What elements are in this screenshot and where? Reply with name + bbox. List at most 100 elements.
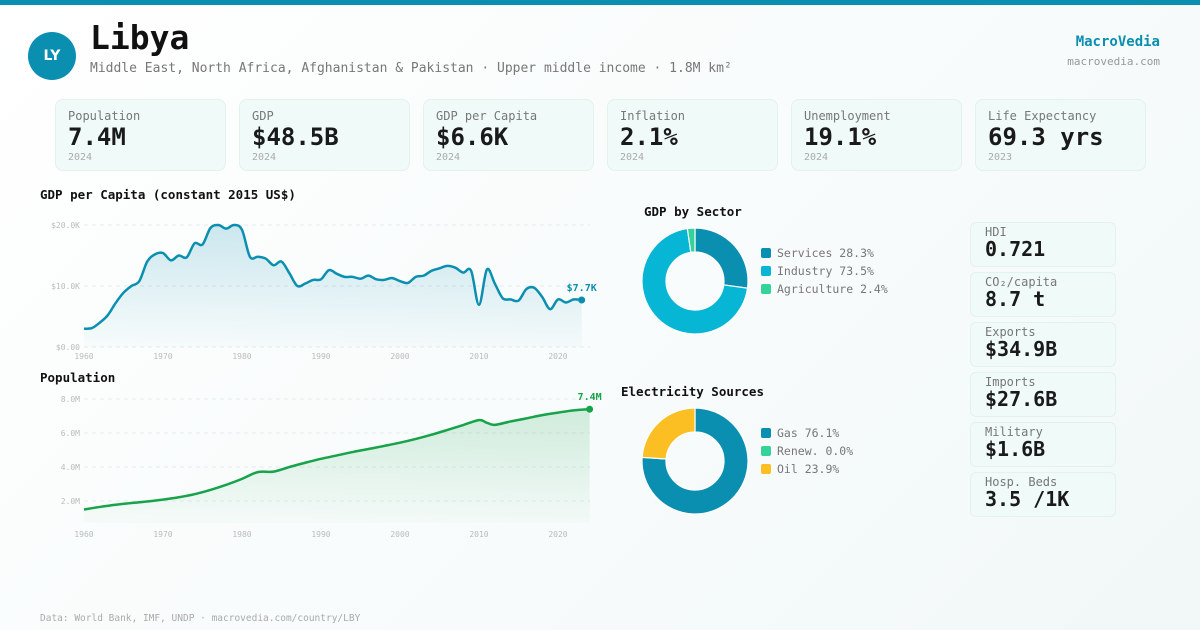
gdp-chart-title: GDP per Capita (constant 2015 US$) <box>40 187 296 202</box>
side-card-military: Military $1.6B <box>970 422 1116 467</box>
stat-label: GDP per Capita <box>436 109 538 123</box>
legend-item-services: Services 28.3% <box>761 244 888 262</box>
page-title: Libya <box>90 18 190 57</box>
stat-value: 69.3 yrs <box>988 123 1104 151</box>
footer-source: Data: World Bank, IMF, UNDP · macrovedia… <box>40 613 361 624</box>
brand-url[interactable]: macrovedia.com <box>1067 55 1160 68</box>
stat-value: 2.1% <box>620 123 678 151</box>
side-value: $1.6B <box>985 437 1046 461</box>
y-tick-label: 8.0M <box>61 395 80 404</box>
x-tick-label: 1980 <box>232 352 251 361</box>
stat-year: 2024 <box>620 152 645 163</box>
country-avatar: LY <box>28 32 76 80</box>
legend-swatch <box>761 428 771 438</box>
side-value: 3.5 /1K <box>985 487 1070 511</box>
x-tick-label: 2020 <box>548 352 567 361</box>
y-tick-label: $20.0K <box>51 221 80 230</box>
side-label: Exports <box>985 325 1036 339</box>
legend-text: Oil 23.9% <box>777 462 840 476</box>
stat-card-inflation: Inflation 2.1% 2024 <box>607 99 778 171</box>
legend-swatch <box>761 446 771 456</box>
legend-item-agriculture: Agriculture 2.4% <box>761 280 888 298</box>
stat-label: Life Expectancy <box>988 109 1097 123</box>
y-tick-label: 4.0M <box>61 463 80 472</box>
slice-services <box>694 227 749 289</box>
stat-card-population: Population 7.4M 2024 <box>55 99 226 171</box>
x-tick-label: 2000 <box>390 530 409 539</box>
stat-value: 19.1% <box>804 123 877 151</box>
side-label: Military <box>985 425 1043 439</box>
side-label: CO₂/capita <box>985 275 1058 289</box>
x-tick-label: 2010 <box>469 352 488 361</box>
side-card-hdi: HDI 0.721 <box>970 222 1116 267</box>
legend-item-industry: Industry 73.5% <box>761 262 888 280</box>
side-label: Hosp. Beds <box>985 475 1058 489</box>
side-label: Imports <box>985 375 1036 389</box>
side-value: $27.6B <box>985 387 1058 411</box>
x-tick-label: 1960 <box>74 530 93 539</box>
legend-swatch <box>761 248 771 258</box>
y-tick-label: 6.0M <box>61 429 80 438</box>
series-area <box>84 409 590 523</box>
series-area <box>84 224 582 347</box>
stat-value: $48.5B <box>252 123 339 151</box>
stat-year: 2024 <box>68 152 93 163</box>
sector-chart-title: GDP by Sector <box>644 204 742 219</box>
stat-year: 2023 <box>988 152 1013 163</box>
x-tick-label: 2000 <box>390 352 409 361</box>
side-value: 0.721 <box>985 237 1046 261</box>
legend-swatch <box>761 464 771 474</box>
sector-legend: Services 28.3% Industry 73.5% Agricultur… <box>761 244 888 298</box>
x-tick-label: 1970 <box>153 530 172 539</box>
slice-agriculture <box>686 227 696 253</box>
sector-donut-chart <box>641 227 749 335</box>
legend-swatch <box>761 284 771 294</box>
avatar-initials: LY <box>43 48 61 64</box>
legend-swatch <box>761 266 771 276</box>
x-tick-label: 1970 <box>153 352 172 361</box>
stat-year: 2024 <box>804 152 829 163</box>
x-tick-label: 1960 <box>74 352 93 361</box>
side-card-exports: Exports $34.9B <box>970 322 1116 367</box>
legend-text: Services 28.3% <box>777 246 874 260</box>
stat-year: 2024 <box>436 152 461 163</box>
series-line <box>83 407 590 511</box>
x-tick-label: 1990 <box>311 352 330 361</box>
x-tick-label: 1980 <box>232 530 251 539</box>
side-label: HDI <box>985 225 1007 239</box>
legend-text: Gas 76.1% <box>777 426 840 440</box>
stat-label: Unemployment <box>804 109 891 123</box>
stat-card-gdp-per-capita: GDP per Capita $6.6K 2024 <box>423 99 594 171</box>
page-subtitle: Middle East, North Africa, Afghanistan &… <box>90 61 732 76</box>
stat-label: GDP <box>252 109 274 123</box>
stat-card-gdp: GDP $48.5B 2024 <box>239 99 410 171</box>
stat-label: Inflation <box>620 109 686 123</box>
stat-value: $6.6K <box>436 123 509 151</box>
end-point <box>578 296 586 304</box>
population-chart-title: Population <box>40 370 116 385</box>
stat-year: 2024 <box>252 152 277 163</box>
stat-card-unemployment: Unemployment 19.1% 2024 <box>791 99 962 171</box>
end-value-label: $7.7K <box>567 283 597 294</box>
slice-gas <box>641 407 749 515</box>
end-point <box>586 405 594 413</box>
y-tick-label: $10.0K <box>51 282 80 291</box>
electricity-legend: Gas 76.1% Renew. 0.0% Oil 23.9% <box>761 424 853 478</box>
side-card-hospital-beds: Hosp. Beds 3.5 /1K <box>970 472 1116 517</box>
side-card-imports: Imports $27.6B <box>970 372 1116 417</box>
brand-logo[interactable]: MacroVedia <box>1075 34 1160 50</box>
side-value: $34.9B <box>985 337 1058 361</box>
stat-card-life-expectancy: Life Expectancy 69.3 yrs 2023 <box>975 99 1146 171</box>
end-value-label: 7.4M <box>578 392 602 403</box>
x-tick-label: 1990 <box>311 530 330 539</box>
y-tick-label: $0.00 <box>56 343 80 352</box>
legend-text: Renew. 0.0% <box>777 444 854 458</box>
legend-text: Agriculture 2.4% <box>777 282 888 296</box>
stat-label: Population <box>68 109 141 123</box>
legend-item-renewables: Renew. 0.0% <box>761 442 853 460</box>
slice-oil <box>641 407 696 460</box>
electricity-chart-title: Electricity Sources <box>621 384 764 399</box>
side-card-co2: CO₂/capita 8.7 t <box>970 272 1116 317</box>
slice-industry <box>641 227 749 335</box>
